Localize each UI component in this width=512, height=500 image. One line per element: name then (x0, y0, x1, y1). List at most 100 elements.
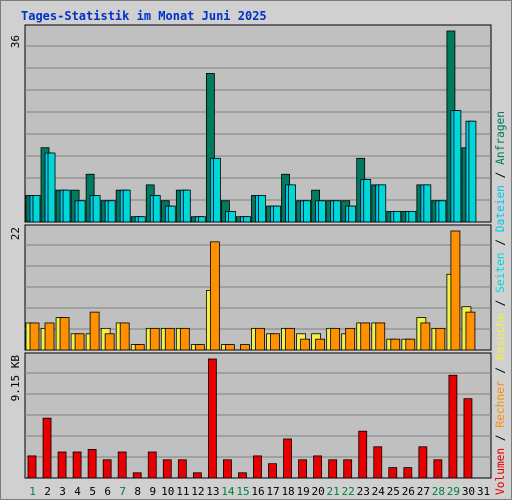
bar-volumen-day-19 (298, 459, 307, 479)
legend-seiten: Seiten (494, 252, 507, 292)
day-label-3: 3 (59, 485, 66, 498)
bar-seiten-day-28 (438, 200, 447, 223)
bar-volumen-day-12 (192, 472, 202, 479)
bar-rechner-day-9 (149, 327, 160, 351)
bar-seiten-day-5 (92, 195, 101, 223)
bar-seiten-day-16 (258, 195, 266, 223)
day-label-21: 21 (327, 485, 340, 498)
bar-seiten-day-3 (62, 189, 71, 223)
bar-volumen-day-7 (117, 451, 127, 479)
bar-rechner-day-29 (450, 230, 461, 351)
bar-seiten-day-27 (423, 184, 432, 223)
bar-seiten-day-24 (378, 184, 387, 223)
bar-rechner-day-15 (240, 344, 250, 351)
side-legend: Volumen / Rechner / Besuche / Seiten / D… (494, 111, 507, 495)
day-label-17: 17 (266, 485, 279, 498)
bar-volumen-day-21 (328, 459, 338, 479)
bar-seiten-day-18 (288, 184, 296, 223)
legend-separator: / (494, 165, 507, 185)
bar-rechner-day-16 (255, 327, 265, 351)
bar-rechner-day-5 (89, 311, 100, 351)
day-label-20: 20 (312, 485, 325, 498)
legend-volumen: Volumen (494, 448, 507, 495)
day-label-15: 15 (236, 485, 249, 498)
bar-rechner-day-10 (164, 327, 175, 351)
bar-volumen-day-10 (162, 459, 172, 479)
bar-rechner-day-4 (74, 333, 85, 351)
legend-besuche: Besuche (494, 313, 507, 360)
bar-rechner-day-17 (270, 333, 280, 351)
bar-seiten-day-4 (77, 200, 86, 223)
bar-volumen-day-15 (238, 472, 247, 479)
bar-volumen-day-1 (27, 455, 37, 479)
bar-rechner-day-28 (435, 327, 446, 351)
bar-seiten-day-19 (303, 200, 311, 223)
bar-seiten-day-26 (408, 210, 417, 223)
bar-volumen-day-28 (433, 459, 443, 479)
day-label-25: 25 (387, 485, 400, 498)
bar-seiten-day-13 (212, 157, 221, 223)
bar-rechner-day-13 (209, 241, 220, 351)
bar-volumen-day-22 (343, 459, 353, 479)
bar-seiten-day-21 (333, 200, 342, 223)
day-label-28: 28 (432, 485, 445, 498)
bar-seiten-day-30 (468, 120, 477, 223)
day-label-12: 12 (191, 485, 204, 498)
bar-seiten-day-20 (318, 200, 327, 223)
bar-volumen-day-3 (57, 451, 67, 479)
bar-volumen-day-8 (132, 472, 142, 479)
bar-volumen-day-5 (87, 448, 97, 479)
bar-rechner-day-11 (179, 327, 190, 351)
bar-volumen-day-9 (147, 451, 157, 479)
day-label-24: 24 (372, 485, 386, 498)
bar-volumen-day-23 (358, 430, 368, 479)
bar-volumen-day-27 (418, 446, 428, 479)
bar-seiten-day-23 (363, 179, 372, 223)
bar-seiten-day-10 (167, 205, 176, 223)
bar-seiten-day-6 (107, 200, 116, 223)
day-label-7: 7 (119, 485, 126, 498)
bar-volumen-day-4 (72, 451, 82, 479)
day-label-2: 2 (44, 485, 51, 498)
bar-rechner-day-26 (405, 338, 416, 351)
bar-seiten-day-17 (273, 205, 281, 223)
bar-seiten-day-9 (152, 195, 161, 223)
bar-rechner-day-7 (119, 322, 130, 351)
panel-3-ymax-label: 9.15 KB (9, 355, 22, 402)
bar-rechner-day-3 (59, 317, 70, 351)
bar-volumen-day-2 (42, 417, 52, 479)
day-label-1: 1 (29, 485, 36, 498)
bar-volumen-day-6 (102, 459, 112, 479)
bar-rechner-day-18 (285, 327, 295, 351)
bar-rechner-day-14 (225, 344, 235, 351)
day-label-22: 22 (342, 485, 355, 498)
bar-volumen-day-18 (283, 438, 292, 479)
bar-seiten-day-1 (32, 195, 41, 223)
legend-separator: / (494, 360, 507, 380)
day-label-19: 19 (296, 485, 309, 498)
bar-seiten-day-12 (197, 216, 206, 223)
legend-separator: / (494, 232, 507, 252)
bar-volumen-day-24 (373, 446, 383, 479)
day-label-11: 11 (176, 485, 189, 498)
bar-rechner-day-21 (330, 327, 341, 351)
bar-rechner-day-6 (104, 333, 115, 351)
bar-volumen-day-25 (388, 467, 398, 479)
panel-1-ymax-label: 36 (9, 35, 22, 48)
bar-seiten-day-11 (182, 189, 191, 223)
day-label-31: 31 (477, 485, 490, 498)
day-label-30: 30 (462, 485, 475, 498)
bar-seiten-day-7 (122, 189, 131, 223)
day-label-10: 10 (161, 485, 174, 498)
bar-rechner-day-27 (420, 322, 431, 351)
day-label-29: 29 (447, 485, 460, 498)
bar-seiten-day-8 (137, 216, 146, 223)
day-label-9: 9 (149, 485, 156, 498)
day-label-4: 4 (74, 485, 81, 498)
bar-volumen-day-30 (463, 398, 473, 479)
bar-seiten-day-14 (228, 210, 236, 223)
bar-rechner-day-20 (315, 338, 326, 351)
bar-rechner-day-23 (360, 322, 371, 351)
